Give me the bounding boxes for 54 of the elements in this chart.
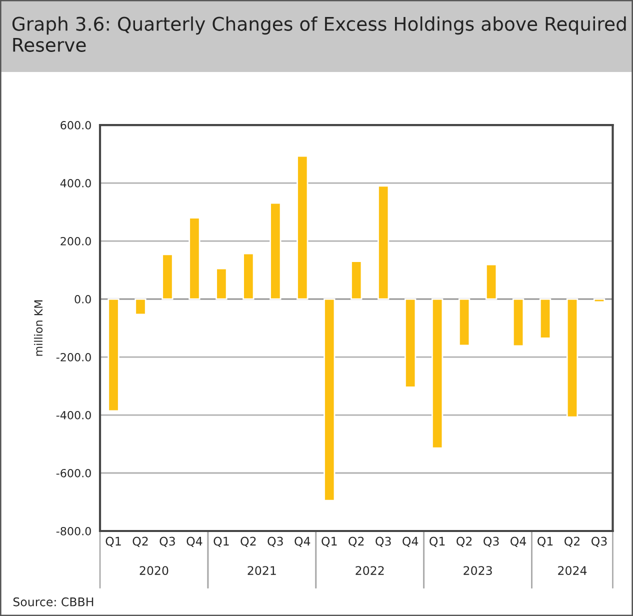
bar <box>134 298 146 316</box>
bar <box>324 298 336 502</box>
x-tick-label: Q3 <box>376 536 391 548</box>
y-axis-title: million KM <box>34 300 43 356</box>
bar <box>485 264 498 300</box>
x-tick-label: Q1 <box>322 536 337 548</box>
y-tick-label: 600.0 <box>60 121 91 130</box>
text: 2024 <box>558 566 587 576</box>
text: 2023 <box>464 566 492 576</box>
text: 2022 <box>356 566 384 576</box>
x-tick-label: Q4 <box>186 536 202 548</box>
bar <box>566 298 578 418</box>
bar <box>270 202 282 300</box>
bar <box>458 298 470 346</box>
bar <box>404 298 416 388</box>
bar <box>512 298 524 347</box>
x-tick-label: Q2 <box>348 536 364 548</box>
bar <box>162 254 174 300</box>
x-tick-label: Q3 <box>268 536 283 548</box>
x-tick-label: Q1 <box>106 536 121 548</box>
x-tick-label: Q2 <box>456 536 472 548</box>
bar <box>108 298 120 412</box>
bar <box>539 298 552 339</box>
y-tick-label: 400.0 <box>60 179 91 188</box>
y-tick-label: -200.0 <box>56 352 91 362</box>
text: 2021 <box>248 566 276 576</box>
x-tick-label: Q1 <box>538 536 553 548</box>
bar <box>350 260 362 300</box>
bar <box>296 155 308 300</box>
bar <box>188 217 200 300</box>
x-tick-label: Q3 <box>484 536 499 548</box>
x-tick-label: Q4 <box>402 536 418 548</box>
bar <box>378 185 390 300</box>
x-tick-label: Q2 <box>240 536 256 548</box>
x-tick-label: Q1 <box>214 536 229 548</box>
x-tick-label: Q3 <box>160 536 175 548</box>
x-tick-label: Q3 <box>592 536 607 548</box>
x-tick-label: Q2 <box>132 536 148 548</box>
y-tick-label: -800.0 <box>56 526 91 536</box>
bar <box>242 252 254 300</box>
y-tick-label: -600.0 <box>56 468 91 478</box>
x-tick-label: Q2 <box>564 536 580 548</box>
bar <box>432 298 444 449</box>
y-tick-label: 200.0 <box>60 237 91 246</box>
bar <box>593 298 606 303</box>
chart-title: Graph 3.6: Quarterly Changes of Excess Holdings above Required Reserve <box>12 16 626 52</box>
source-note: Source: CBBH <box>13 597 94 606</box>
text: 2020 <box>140 566 168 576</box>
x-tick-label: Q1 <box>430 536 445 548</box>
x-tick-label: Q4 <box>510 536 526 548</box>
x-tick-label: Q4 <box>294 536 310 548</box>
y-tick-label: 0.0 <box>74 295 91 304</box>
y-tick-label: -400.0 <box>56 410 91 420</box>
bar <box>216 268 228 300</box>
